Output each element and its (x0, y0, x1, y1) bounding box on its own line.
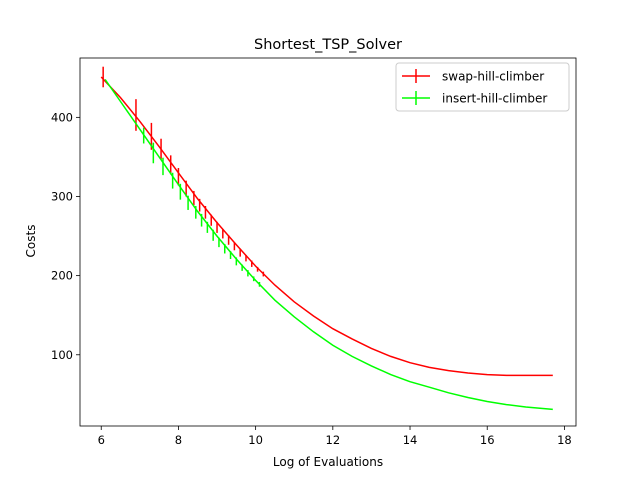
axes-frame (79, 57, 577, 427)
plot-area (100, 66, 553, 411)
x-axis-label: Log of Evaluations (273, 455, 383, 469)
y-tick-label: 300 (51, 189, 73, 203)
x-tick-label: 10 (248, 433, 263, 447)
y-tick-label: 100 (51, 348, 73, 362)
chart-title: Shortest_TSP_Solver (254, 37, 402, 53)
x-tick-label: 18 (557, 433, 572, 447)
legend-label-insert-hill-climber: insert-hill-climber (442, 92, 547, 106)
legend-box (395, 62, 570, 112)
x-tick-label: 8 (175, 433, 182, 447)
x-tick-label: 6 (98, 433, 105, 447)
series-line-insert-hill-climber (104, 78, 553, 411)
axes: 6 8 10 12 14 16 18 100 200 300 400 (51, 57, 577, 447)
x-tick-label: 12 (326, 433, 341, 447)
y-tick-label: 400 (51, 110, 73, 124)
x-tick-label: 14 (403, 433, 418, 447)
x-tick-label: 16 (480, 433, 495, 447)
legend: swap-hill-climber insert-hill-climber (395, 62, 570, 112)
y-axis-label: Costs (24, 225, 38, 258)
legend-label-swap-hill-climber: swap-hill-climber (442, 70, 544, 84)
y-tick-label: 200 (51, 269, 73, 283)
series-line-swap-hill-climber (100, 76, 553, 377)
